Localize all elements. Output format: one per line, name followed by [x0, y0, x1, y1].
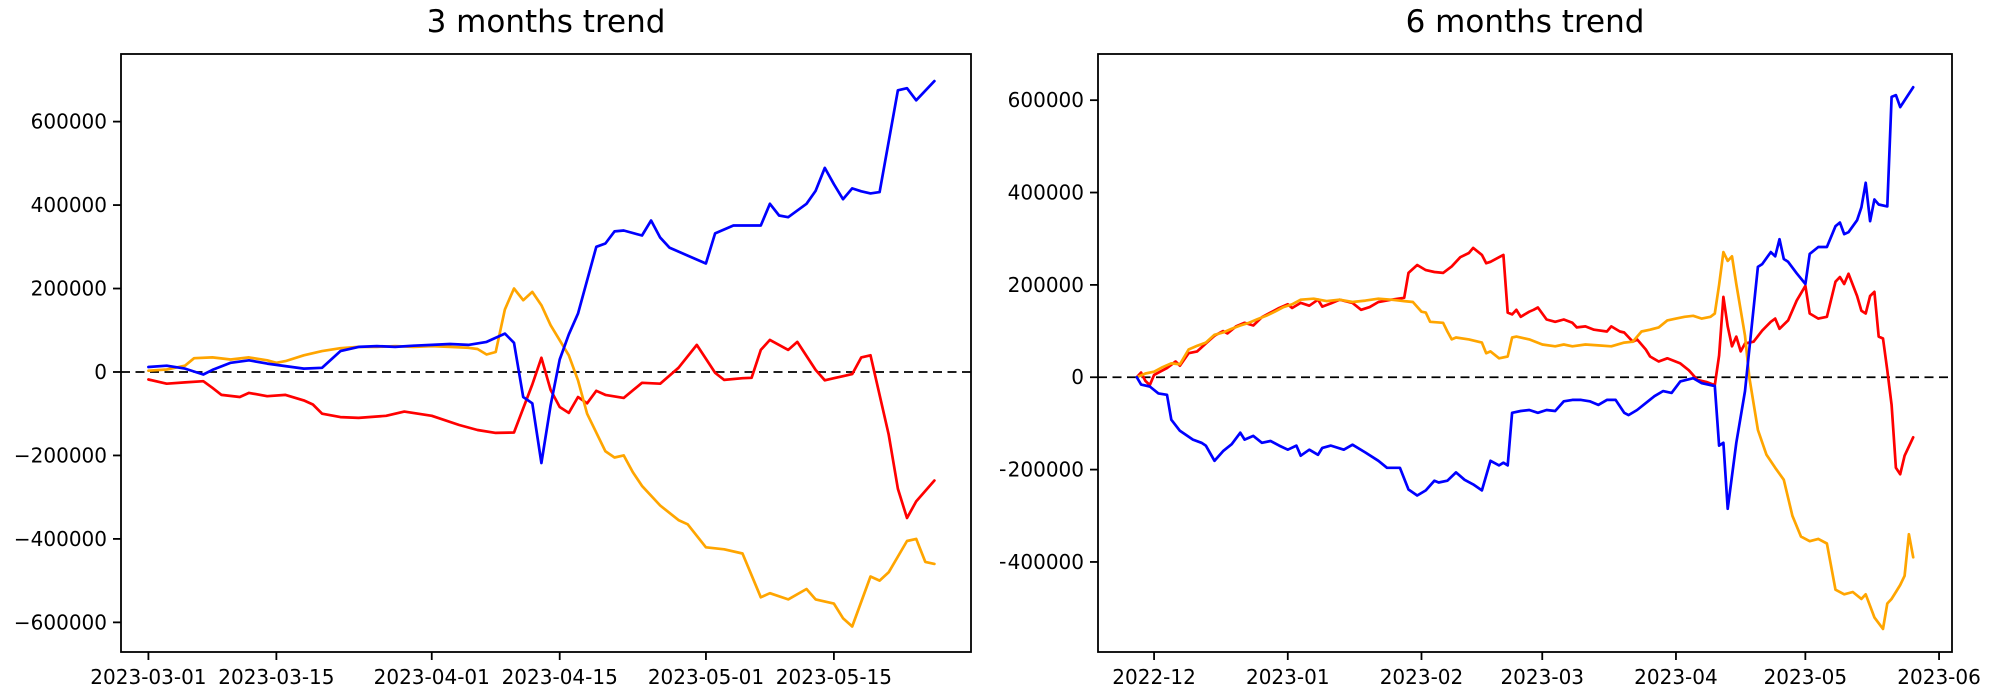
y-tick-label: −400000	[14, 527, 107, 551]
y-tick-label: −200000	[1000, 458, 1084, 482]
series-line-blue	[147, 79, 936, 465]
x-tick-label: 2023-01	[1246, 665, 1330, 689]
y-tick-label: 200000	[31, 277, 107, 301]
x-tick-label: 2023-04-01	[374, 665, 490, 689]
chart-canvas-3-months: −600000 −400000 −200000 0 200000 400000 600000…	[14, 53, 972, 689]
x-tick-label: 2023-03-01	[90, 665, 206, 689]
x-tick-label: 2023-05-01	[648, 665, 764, 689]
series-line-orange	[1135, 250, 1915, 631]
series-line-red	[1135, 246, 1915, 476]
y-tick-label: 600000	[31, 110, 107, 134]
x-tick-label: 2023-05-15	[776, 665, 892, 689]
x-tick-label: 2023-03	[1500, 665, 1584, 689]
chart-title: 3 months trend	[426, 4, 666, 40]
series-line-orange	[147, 287, 936, 628]
x-tick-label: 2023-04-15	[502, 665, 618, 689]
x-tick-label: 2023-04	[1634, 665, 1718, 689]
series-line-red	[147, 338, 936, 520]
chart-title: 6 months trend	[1405, 4, 1645, 40]
x-tick-label: 2023-02	[1380, 665, 1464, 689]
x-tick-label: 2023-06	[1897, 665, 1981, 689]
x-tick-label: 2023-03-15	[218, 665, 334, 689]
y-tick-label: 0	[94, 360, 107, 384]
series-line-blue	[1135, 85, 1915, 511]
y-tick-label: 400000	[31, 193, 107, 217]
plot-border	[1097, 53, 1953, 653]
y-tick-label: 600000	[1008, 88, 1084, 112]
x-tick-label: 2023-05	[1764, 665, 1848, 689]
x-tick-label: 2022-12	[1112, 665, 1196, 689]
chart-canvas-6-months: −400000 −200000 0 200000 400000 600000 2022-12…	[1000, 53, 1981, 689]
plot-border	[120, 53, 972, 653]
y-tick-label: −600000	[14, 610, 107, 634]
y-tick-label: 400000	[1008, 181, 1084, 205]
y-tick-label: −200000	[14, 443, 107, 467]
y-tick-label: 0	[1071, 365, 1084, 389]
chart-panel-6-months: 6 months trend −400000 −200000 0 200000 4000…	[1000, 0, 2000, 700]
y-tick-label: −400000	[1000, 550, 1084, 574]
y-tick-label: 200000	[1008, 273, 1084, 297]
chart-panel-3-months: 3 months trend −600000 −400000 −200000 0 200…	[14, 4, 972, 689]
